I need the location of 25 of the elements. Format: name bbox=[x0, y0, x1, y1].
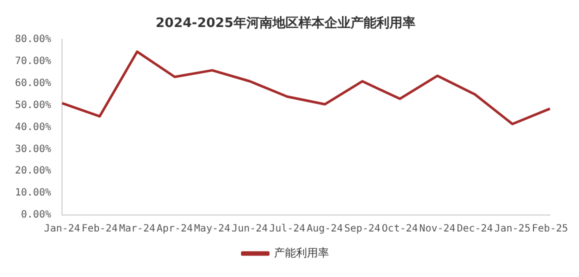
x-tick-label: Oct-24 bbox=[382, 224, 418, 235]
chart-title: 2024-2025年河南地区样本企业产能利用率 bbox=[156, 15, 416, 32]
y-tick-label: 0.00% bbox=[21, 210, 52, 221]
x-tick-label: Feb-25 bbox=[532, 224, 568, 235]
x-tick-label: Jan-24 bbox=[44, 224, 80, 235]
x-tick-label: Jan-25 bbox=[494, 224, 530, 235]
y-tick-label: 30.00% bbox=[15, 144, 52, 155]
x-tick-label: Nov-24 bbox=[419, 224, 456, 235]
x-tick-label: Dec-24 bbox=[456, 224, 493, 235]
x-tick-label: Aug-24 bbox=[306, 224, 343, 235]
x-tick-label: Sep-24 bbox=[344, 224, 380, 235]
x-tick-label: Apr-24 bbox=[156, 224, 193, 235]
y-tick-label: 10.00% bbox=[15, 188, 52, 199]
x-tick-label: Jul-24 bbox=[269, 224, 306, 235]
x-tick-label: Jun-24 bbox=[232, 224, 268, 235]
x-tick-label: Mar-24 bbox=[119, 224, 156, 235]
y-tick-label: 60.00% bbox=[15, 78, 52, 90]
y-tick-label: 40.00% bbox=[15, 122, 52, 133]
x-tick-label: Feb-24 bbox=[82, 224, 118, 235]
y-tick-label: 20.00% bbox=[15, 166, 52, 177]
x-tick-label: May-24 bbox=[194, 224, 230, 235]
y-tick-label: 70.00% bbox=[15, 56, 52, 68]
legend-label: 产能利用率 bbox=[274, 246, 329, 260]
y-tick-label: 80.00% bbox=[15, 34, 52, 46]
y-tick-label: 50.00% bbox=[15, 100, 52, 111]
